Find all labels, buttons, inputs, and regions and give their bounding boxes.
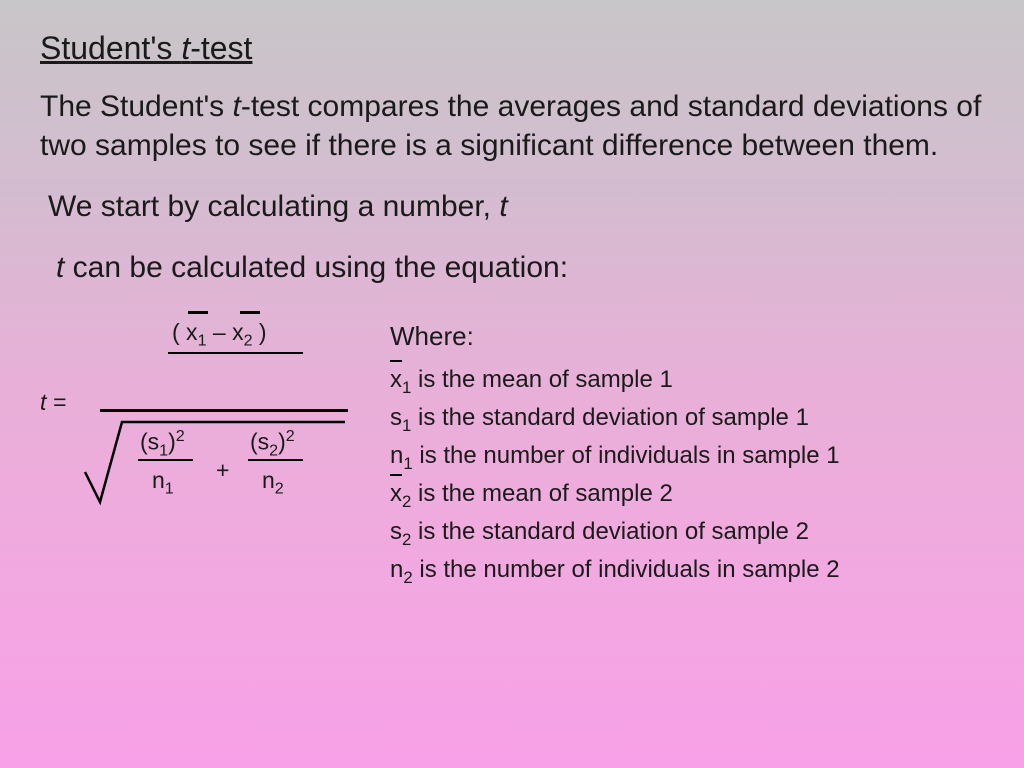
x2-txt: is the mean of sample 2: [411, 480, 672, 507]
frac1-numerator: (s1)2: [140, 427, 185, 460]
s2-close: ): [278, 429, 286, 455]
def-s1: s1 is the standard deviation of sample 1: [390, 400, 840, 438]
xbar-1-overline: [188, 311, 208, 314]
paragraph-2: We start by calculating a number, t: [48, 187, 984, 226]
s1-def-txt: is the standard deviation of sample 1: [411, 404, 809, 431]
formula-numerator: ( x1 – x2 ): [172, 319, 267, 351]
formula-block: t = ( x1 – x2 ) (s1)2 n1 + (s2)2 n2: [40, 317, 350, 527]
x1-txt: is the mean of sample 1: [411, 366, 672, 393]
definitions-block: Where: x1 is the mean of sample 1 s1 is …: [390, 317, 840, 590]
def-x1: x1 is the mean of sample 1: [390, 362, 840, 400]
x1-sub: 1: [402, 378, 411, 397]
frac1-denominator: n1: [152, 467, 174, 499]
x1-sym: x: [390, 366, 402, 393]
num-sub2: 2: [244, 332, 253, 350]
para2-ital: t: [499, 190, 507, 223]
s1-open: (s: [140, 429, 159, 455]
sqrt-icon: [80, 417, 350, 507]
para1-text-1: The Student's: [40, 90, 233, 123]
num-open: ( x: [172, 319, 198, 345]
slide-title: Student's t-test: [40, 30, 984, 67]
s2-def-txt: is the standard deviation of sample 2: [411, 518, 809, 545]
x2-sym: x: [390, 480, 402, 507]
s1-def-sym: s: [390, 404, 402, 431]
s2-def-sym: s: [390, 518, 402, 545]
n2-def-txt: is the number of individuals in sample 2: [413, 556, 840, 583]
n1-def-sub: 1: [403, 454, 412, 473]
x2-sub: 2: [402, 492, 411, 511]
s2-def-sub: 2: [402, 530, 411, 549]
paragraph-3: t can be calculated using the equation:: [56, 248, 984, 287]
s1-sup: 2: [176, 427, 185, 445]
n1-def-sym: n: [390, 442, 403, 469]
formula-row: t = ( x1 – x2 ) (s1)2 n1 + (s2)2 n2 Wher…: [40, 317, 984, 590]
para2-text-1: We start by calculating a number,: [48, 190, 499, 223]
def-s2: s2 is the standard deviation of sample 2: [390, 514, 840, 552]
n1-sub: 1: [165, 480, 174, 498]
def-n2: n2 is the number of individuals in sampl…: [390, 552, 840, 590]
s1-sub: 1: [159, 441, 168, 459]
fraction-line: [100, 409, 348, 412]
para3-text-2: can be calculated using the equation:: [64, 251, 568, 284]
paragraph-1: The Student's t-test compares the averag…: [40, 87, 984, 165]
s2-sup: 2: [286, 427, 295, 445]
s1-def-sub: 1: [402, 416, 411, 435]
title-text-1: Student's: [40, 30, 181, 66]
x2-overline: [390, 474, 402, 476]
n1-def-txt: is the number of individuals in sample 1: [413, 442, 840, 469]
para1-ital: t: [233, 90, 241, 123]
numerator-line: [168, 352, 303, 354]
frac1-line: [138, 459, 193, 461]
t-equals: t =: [40, 389, 66, 416]
n2-sym: n: [262, 467, 275, 493]
frac2-numerator: (s2)2: [250, 427, 295, 460]
s1-close: ): [168, 429, 176, 455]
xbar-2-overline: [240, 311, 260, 314]
n2-sub: 2: [275, 480, 284, 498]
def-n1: n1 is the number of individuals in sampl…: [390, 438, 840, 476]
def-x2: x2 is the mean of sample 2: [390, 476, 840, 514]
num-mid: – x: [207, 319, 244, 345]
num-sub1: 1: [198, 332, 207, 350]
x1-overline: [390, 360, 402, 362]
s2-sub: 2: [269, 441, 278, 459]
n1-sym: n: [152, 467, 165, 493]
where-label: Where:: [390, 317, 840, 356]
plus-sign: +: [216, 457, 229, 484]
frac2-denominator: n2: [262, 467, 284, 499]
n2-def-sym: n: [390, 556, 403, 583]
num-close: ): [253, 319, 267, 345]
n2-def-sub: 2: [403, 568, 412, 587]
title-ital: t: [181, 30, 190, 66]
frac2-line: [248, 459, 303, 461]
title-text-2: -test: [190, 30, 252, 66]
s2-open: (s: [250, 429, 269, 455]
